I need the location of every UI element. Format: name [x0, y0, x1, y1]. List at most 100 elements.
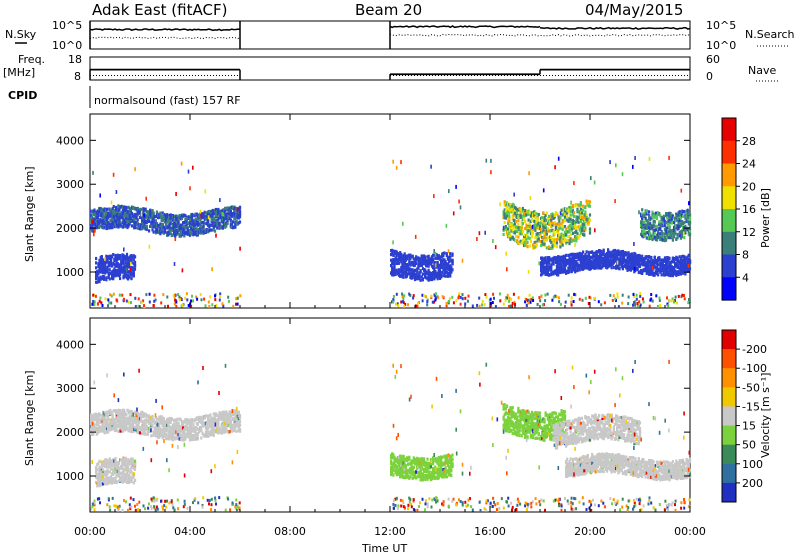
radar-cell [413, 277, 417, 282]
radar-cell [545, 264, 548, 269]
radar-cell [586, 264, 589, 268]
radar-cell [584, 226, 587, 230]
radar-cell [418, 264, 421, 268]
radar-cell [584, 259, 587, 263]
radar-cell [207, 300, 210, 304]
radar-cell [578, 216, 581, 220]
radar-cell [116, 219, 119, 223]
radar-cell [591, 255, 594, 259]
radar-cell [392, 159, 394, 164]
radar-cell [167, 218, 170, 222]
radar-cell [607, 261, 610, 265]
radar-cell [532, 299, 535, 302]
radar-cell [681, 293, 684, 297]
radar-cell [169, 219, 172, 223]
radar-cell [178, 225, 181, 229]
radar-cell [678, 230, 681, 234]
radar-cell [141, 424, 144, 428]
radar-cell [233, 214, 236, 218]
y-tick-label: 1000 [56, 266, 84, 279]
radar-cell [576, 215, 579, 219]
radar-cell [541, 303, 544, 307]
radar-cell [137, 425, 140, 429]
radar-cell [100, 270, 103, 274]
radar-cell [566, 238, 569, 242]
radar-cell [187, 229, 190, 233]
radar-cell [95, 266, 98, 270]
radar-cell [675, 271, 678, 275]
radar-cell [114, 253, 117, 258]
radar-cell [125, 205, 128, 210]
radar-cell [400, 269, 403, 273]
radar-cell [91, 414, 94, 418]
radar-cell [587, 302, 590, 305]
radar-cell [191, 219, 194, 223]
radar-cell [203, 210, 206, 214]
radar-cell [395, 254, 398, 258]
radar-cell [445, 252, 448, 256]
radar-cell [624, 258, 627, 262]
radar-cell [666, 233, 669, 237]
radar-cell [112, 277, 115, 281]
radar-cell [582, 257, 585, 261]
radar-cell [407, 254, 410, 258]
radar-cell [541, 241, 544, 246]
radar-cell [194, 230, 197, 234]
radar-cell [153, 215, 156, 219]
radar-cell [632, 292, 635, 296]
radar-cell [558, 233, 561, 237]
radar-cell [684, 267, 687, 271]
radar-cell [490, 170, 492, 175]
radar-cell [524, 227, 527, 231]
radar-cell [437, 263, 440, 267]
radar-cell [542, 229, 545, 233]
radar-cell [649, 227, 652, 231]
radar-cell [633, 266, 636, 271]
radar-cell [100, 418, 103, 422]
radar-cell [442, 262, 445, 266]
radar-cell [670, 218, 673, 222]
radar-cell [107, 304, 109, 308]
radar-cell [391, 262, 394, 266]
radar-cell [574, 265, 577, 269]
radar-cell [619, 254, 622, 258]
radar-cell [502, 302, 505, 306]
radar-cell [426, 261, 429, 265]
radar-cell [116, 264, 119, 268]
radar-cell [120, 260, 123, 264]
radar-cell [141, 420, 144, 424]
radar-cell [656, 211, 659, 215]
radar-cell [225, 224, 228, 228]
radar-cell [103, 424, 106, 429]
radar-cell [464, 302, 467, 306]
radar-cell [525, 213, 528, 217]
radar-cell [159, 211, 162, 215]
radar-cell [603, 257, 606, 261]
radar-cell [517, 224, 520, 228]
radar-cell [408, 260, 411, 264]
radar-cell [516, 213, 519, 217]
radar-cell [544, 229, 547, 234]
radar-cell [561, 238, 564, 242]
radar-cell [141, 215, 144, 220]
radar-cell [548, 222, 551, 226]
radar-cell [421, 272, 424, 276]
radar-cell [437, 270, 440, 274]
radar-cell [563, 219, 567, 223]
radar-cell [432, 273, 435, 277]
radar-cell [412, 273, 415, 277]
cpid-text: normalsound (fast) 157 RF [94, 94, 241, 107]
radar-cell [638, 300, 641, 304]
radar-cell [579, 219, 582, 223]
radar-cell [174, 222, 177, 226]
radar-cell [546, 292, 549, 296]
radar-cell [651, 237, 654, 242]
radar-cell [643, 228, 646, 233]
radar-cell [661, 224, 664, 228]
radar-cell [634, 303, 637, 307]
radar-cell [661, 258, 664, 262]
radar-cell [657, 263, 660, 267]
radar-cell [659, 304, 662, 307]
radar-cell [649, 267, 652, 271]
radar-cell [688, 213, 692, 217]
